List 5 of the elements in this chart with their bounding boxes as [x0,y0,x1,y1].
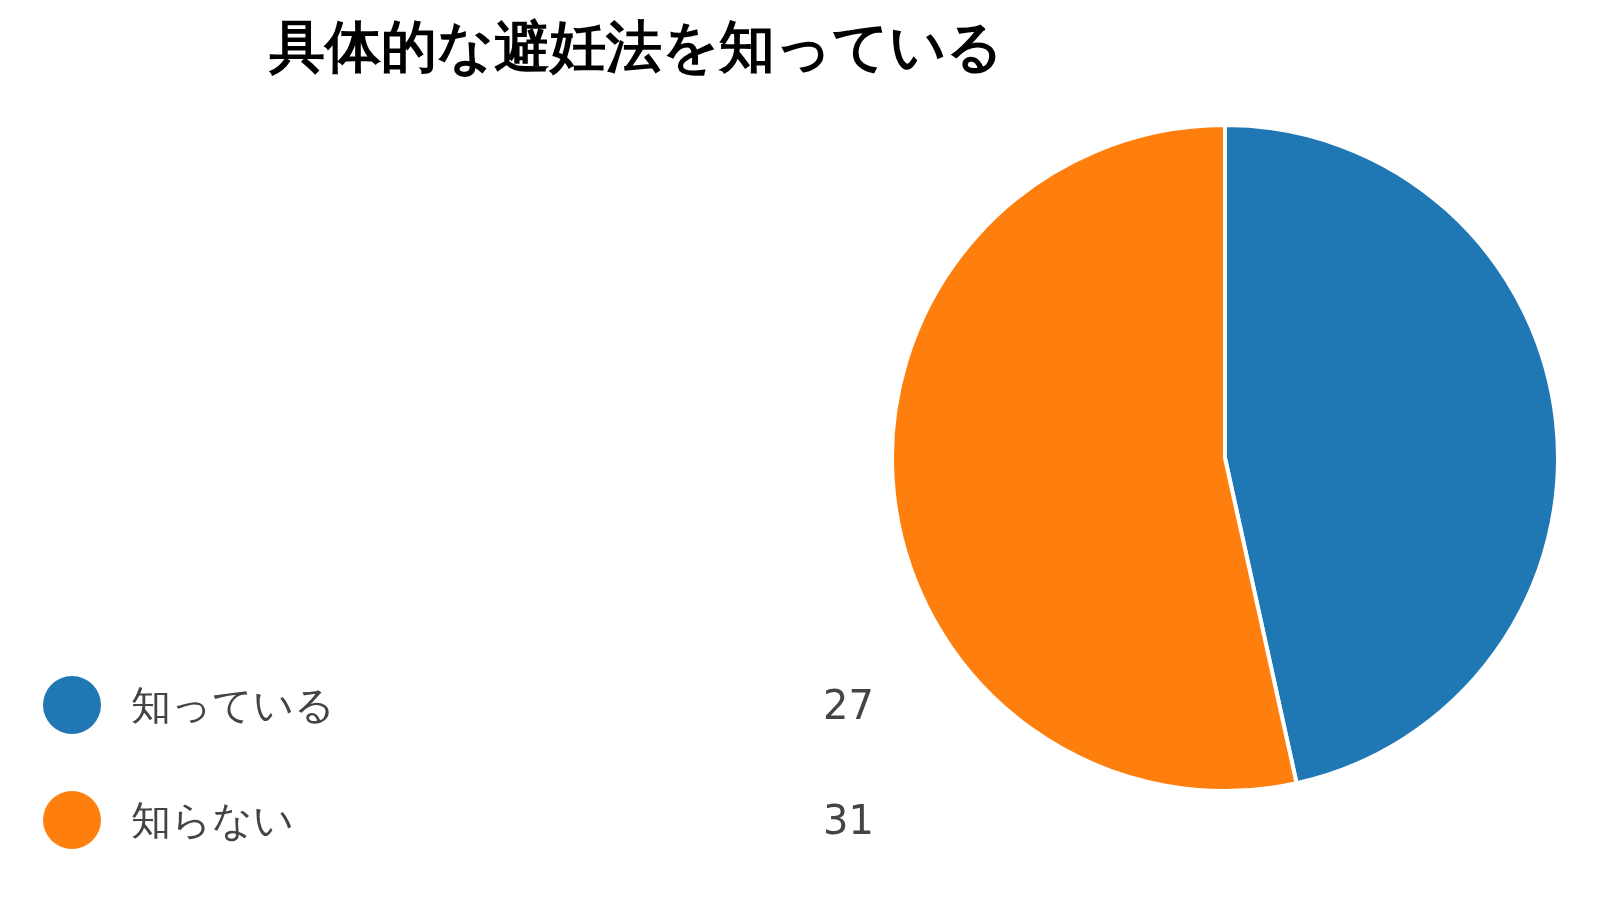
legend-label: 知らない [131,797,294,843]
legend-label: 知っている [131,682,335,728]
chart-title: 具体的な避妊法を知っている [268,14,1003,79]
data-label: 31 [823,797,874,843]
data-label: 27 [823,682,874,728]
